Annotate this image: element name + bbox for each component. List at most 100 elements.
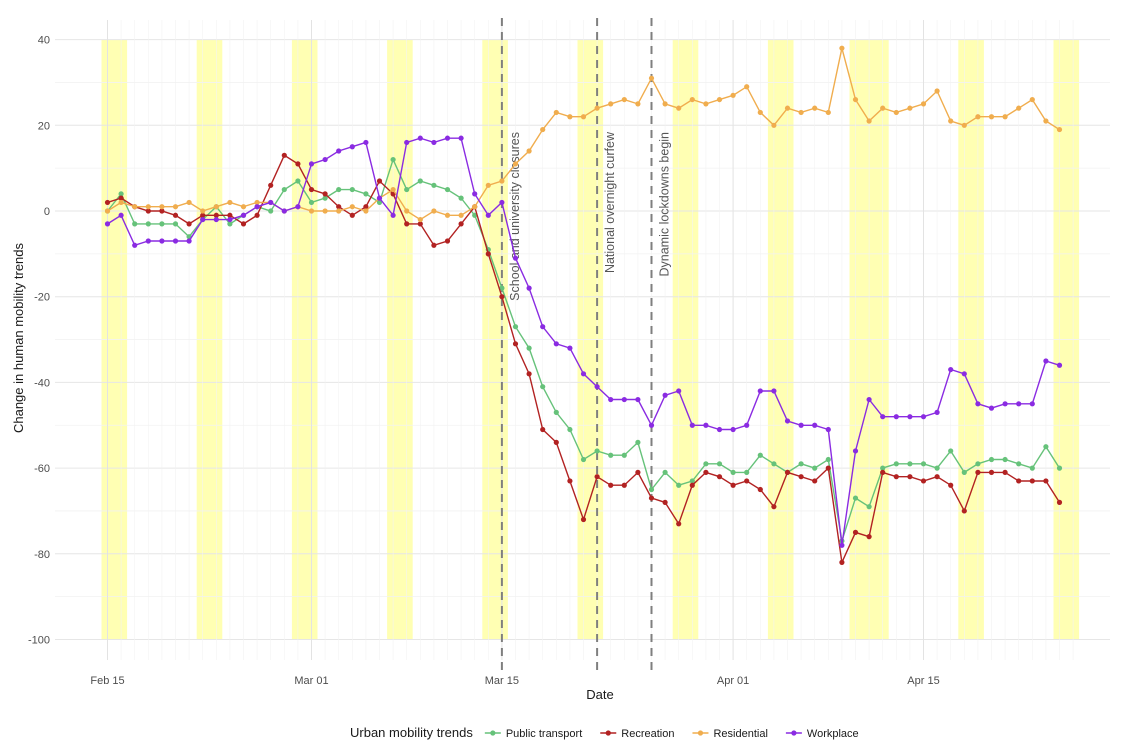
data-point — [363, 191, 369, 197]
legend-title: Urban mobility trends — [350, 725, 473, 740]
data-point — [730, 482, 736, 488]
data-point — [390, 156, 396, 163]
legend-label: Recreation — [621, 728, 674, 740]
data-point — [118, 191, 124, 197]
data-point — [608, 396, 614, 403]
data-point — [975, 469, 981, 475]
data-point — [662, 469, 668, 475]
data-point — [703, 422, 709, 428]
legend-key-dot — [697, 730, 704, 736]
data-point — [1002, 469, 1008, 475]
data-point — [839, 45, 845, 51]
data-point — [907, 461, 913, 467]
data-point — [444, 212, 451, 218]
data-point — [812, 105, 818, 111]
data-point — [771, 122, 777, 128]
data-point — [295, 204, 301, 210]
data-point — [703, 461, 709, 467]
data-point — [866, 118, 872, 124]
data-point — [580, 371, 587, 377]
data-point — [757, 452, 763, 458]
data-point — [444, 135, 451, 141]
data-point — [281, 208, 287, 214]
data-point — [213, 204, 219, 210]
data-point — [499, 178, 505, 184]
data-point — [948, 366, 954, 373]
data-point — [186, 221, 192, 227]
data-point — [825, 426, 831, 433]
data-point — [784, 418, 791, 424]
event-label: National overnight curfew — [603, 131, 617, 273]
data-point — [172, 238, 179, 244]
data-point — [1043, 478, 1049, 484]
data-point — [757, 109, 763, 116]
x-axis-title: Date — [586, 687, 613, 702]
data-point — [227, 216, 233, 223]
data-point — [308, 186, 315, 193]
data-point — [880, 465, 886, 471]
data-point — [1056, 126, 1063, 133]
data-point — [417, 221, 423, 227]
legend-key-dot — [791, 730, 797, 736]
data-point — [920, 461, 927, 467]
data-point — [961, 371, 967, 377]
data-point — [784, 469, 791, 475]
data-point — [553, 409, 559, 415]
data-point — [322, 191, 328, 197]
data-point — [757, 388, 763, 394]
data-point — [567, 426, 573, 433]
data-point — [907, 414, 913, 420]
data-point — [132, 242, 138, 248]
data-point — [472, 191, 478, 197]
data-point — [716, 426, 723, 433]
data-point — [404, 139, 410, 146]
data-point — [526, 285, 532, 291]
data-point — [771, 461, 777, 467]
data-point — [145, 221, 151, 227]
data-point — [444, 186, 451, 193]
data-point — [648, 75, 655, 81]
data-point — [159, 208, 165, 214]
data-point — [1016, 461, 1022, 467]
data-point — [540, 384, 546, 390]
data-point — [893, 474, 899, 480]
data-point — [499, 294, 505, 300]
data-point — [608, 101, 614, 107]
data-point — [322, 195, 328, 201]
data-point — [689, 482, 695, 488]
data-point — [866, 396, 872, 403]
data-point — [322, 156, 328, 163]
data-point — [689, 96, 695, 103]
data-point — [852, 529, 859, 535]
data-point — [363, 204, 369, 210]
data-point — [988, 405, 995, 411]
data-point — [662, 499, 668, 505]
data-point — [159, 204, 165, 210]
data-point — [172, 212, 179, 218]
event-label: Dynamic lockdowns begin — [658, 132, 672, 277]
data-point — [308, 199, 315, 206]
data-point — [1016, 401, 1022, 407]
data-point — [349, 212, 355, 218]
data-point — [1016, 478, 1022, 484]
x-tick-label: Mar 01 — [294, 675, 328, 687]
data-point — [920, 101, 927, 107]
data-point — [988, 456, 995, 463]
data-point — [417, 178, 423, 184]
data-point — [866, 504, 872, 510]
data-point — [404, 186, 410, 193]
data-point — [159, 221, 165, 227]
data-point — [744, 84, 750, 90]
data-point — [472, 204, 478, 210]
data-point — [852, 448, 859, 454]
data-point — [621, 452, 627, 458]
data-point — [580, 456, 587, 463]
data-point — [1016, 105, 1022, 111]
event-markers: School and university closures National o… — [500, 18, 672, 670]
data-point — [240, 212, 247, 218]
series-lines — [104, 45, 1063, 565]
data-point — [635, 396, 641, 403]
data-point — [336, 186, 342, 193]
data-point — [499, 285, 505, 291]
data-point — [975, 461, 981, 467]
